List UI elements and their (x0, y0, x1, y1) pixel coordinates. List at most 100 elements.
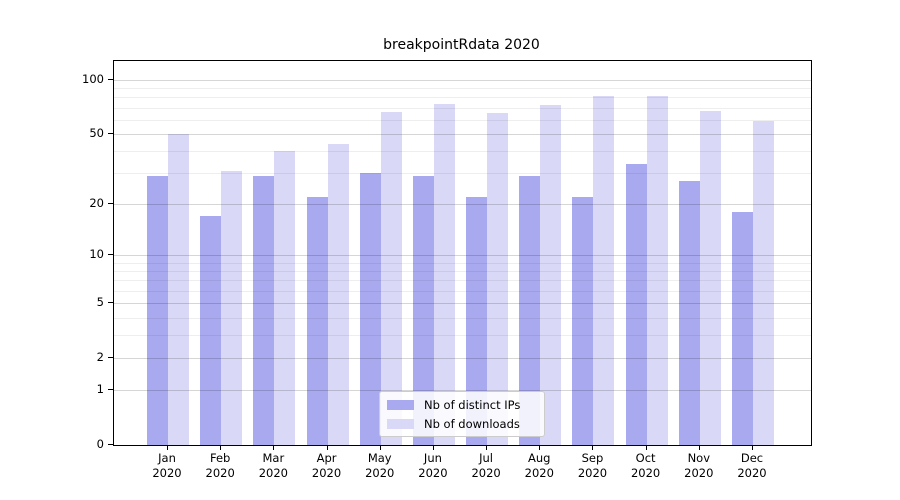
bar-distinct-ips (519, 175, 541, 445)
month-label: Aug (528, 451, 551, 465)
year-label: 2020 (365, 466, 395, 480)
bar-downloads (699, 111, 721, 445)
month-label: Feb (209, 451, 231, 465)
x-axis-tick-label: Mar 2020 (241, 451, 305, 481)
x-axis-tick (220, 445, 222, 450)
x-axis-tick-label: May 2020 (348, 451, 412, 481)
bar-downloads (274, 151, 296, 445)
y-axis-tick-label: 100 (82, 71, 104, 86)
bar-distinct-ips (732, 211, 753, 445)
year-label: 2020 (152, 466, 182, 480)
gridline-minor (114, 107, 811, 109)
y-axis-tick-label: 2 (96, 350, 104, 365)
month-label: Oct (635, 451, 656, 465)
bar-distinct-ips (412, 175, 434, 445)
y-axis-tick-label: 20 (89, 196, 104, 211)
year-label: 2020 (471, 466, 501, 480)
bar-distinct-ips (625, 163, 647, 445)
bar-downloads (168, 133, 189, 445)
year-label: 2020 (737, 466, 767, 480)
bar-distinct-ips (466, 196, 488, 445)
month-label: Sep (581, 451, 604, 465)
bar-downloads (487, 113, 509, 445)
x-axis-tick (645, 445, 647, 450)
year-label: 2020 (258, 466, 288, 480)
legend-label: Nb of downloads (424, 416, 520, 431)
x-axis-tick-label: Jun 2020 (401, 451, 465, 481)
y-axis-tick-label: 0 (96, 437, 104, 451)
bar-downloads (646, 96, 668, 445)
x-axis-tick-label: Nov 2020 (667, 451, 731, 481)
month-label: Nov (687, 451, 711, 465)
legend-swatch-distinct-ips (387, 399, 414, 410)
bar-distinct-ips (572, 196, 594, 445)
x-axis-tick (167, 445, 168, 450)
bar-downloads (753, 120, 774, 445)
bar-downloads (327, 143, 349, 445)
month-label: Mar (262, 451, 285, 465)
x-axis-tick-label: Aug 2020 (507, 451, 571, 481)
x-axis-tick (432, 445, 434, 450)
y-axis-tick-label: 5 (96, 295, 104, 310)
bar-downloads (540, 105, 562, 445)
month-label: May (367, 451, 392, 465)
x-axis-tick-label: Oct 2020 (614, 451, 678, 481)
year-label: 2020 (418, 466, 448, 480)
bar-distinct-ips (200, 216, 222, 445)
x-axis-tick-label: Sep 2020 (560, 451, 624, 481)
bar-distinct-ips (253, 175, 275, 445)
legend-item-downloads: Nb of downloads (387, 416, 537, 431)
x-axis-tick-label: Jan 2020 (135, 451, 199, 481)
x-axis-tick-label: Feb 2020 (188, 451, 252, 481)
y-axis-tick (108, 302, 113, 304)
year-label: 2020 (311, 466, 342, 480)
gridline-minor (114, 97, 811, 99)
y-axis-tick (108, 389, 113, 391)
bar-downloads (380, 112, 402, 445)
y-axis-tick-label: 50 (89, 125, 104, 140)
y-axis-tick (108, 357, 113, 359)
y-axis-tick (108, 78, 113, 80)
gridline-major (114, 79, 811, 81)
bar-downloads (221, 170, 243, 445)
bar-distinct-ips (359, 173, 381, 445)
bar-downloads (593, 96, 615, 445)
x-axis-tick-label: Jul 2020 (454, 451, 518, 481)
year-label: 2020 (684, 466, 714, 480)
y-axis-tick (108, 132, 113, 134)
y-axis-tick (108, 203, 113, 205)
bar-downloads (433, 104, 455, 445)
x-axis-tick-label: Dec 2020 (720, 451, 784, 481)
month-label: Jan (158, 451, 176, 465)
legend-item-distinct-ips: Nb of distinct IPs (387, 397, 537, 412)
legend-label: Nb of distinct IPs (424, 397, 521, 412)
x-axis-tick-label: Apr 2020 (295, 451, 359, 481)
bar-distinct-ips (306, 196, 328, 445)
x-axis-tick (752, 445, 753, 450)
plot-area (113, 60, 812, 446)
x-axis-tick (379, 445, 381, 450)
x-axis-tick (486, 445, 488, 450)
x-axis-tick (698, 445, 700, 450)
month-label: Apr (316, 451, 337, 465)
year-label: 2020 (524, 466, 554, 480)
y-axis-tick (108, 444, 113, 445)
bar-distinct-ips (147, 175, 168, 445)
x-axis-tick (592, 445, 594, 450)
legend: Nb of distinct IPs Nb of downloads (379, 391, 545, 437)
month-label: Jul (479, 451, 494, 465)
month-label: Jun (423, 451, 442, 465)
bar-distinct-ips (678, 181, 700, 445)
gridline-minor (114, 88, 811, 89)
year-label: 2020 (577, 466, 608, 480)
y-axis-tick (108, 254, 113, 256)
x-axis-tick (539, 445, 541, 450)
chart-title: breakpointRdata 2020 (383, 37, 540, 53)
y-axis-tick-label: 1 (96, 382, 104, 397)
x-axis-tick (273, 445, 275, 450)
legend-swatch-downloads (387, 418, 414, 429)
x-axis-tick (326, 445, 328, 450)
year-label: 2020 (630, 466, 661, 480)
month-label: Dec (740, 451, 764, 465)
